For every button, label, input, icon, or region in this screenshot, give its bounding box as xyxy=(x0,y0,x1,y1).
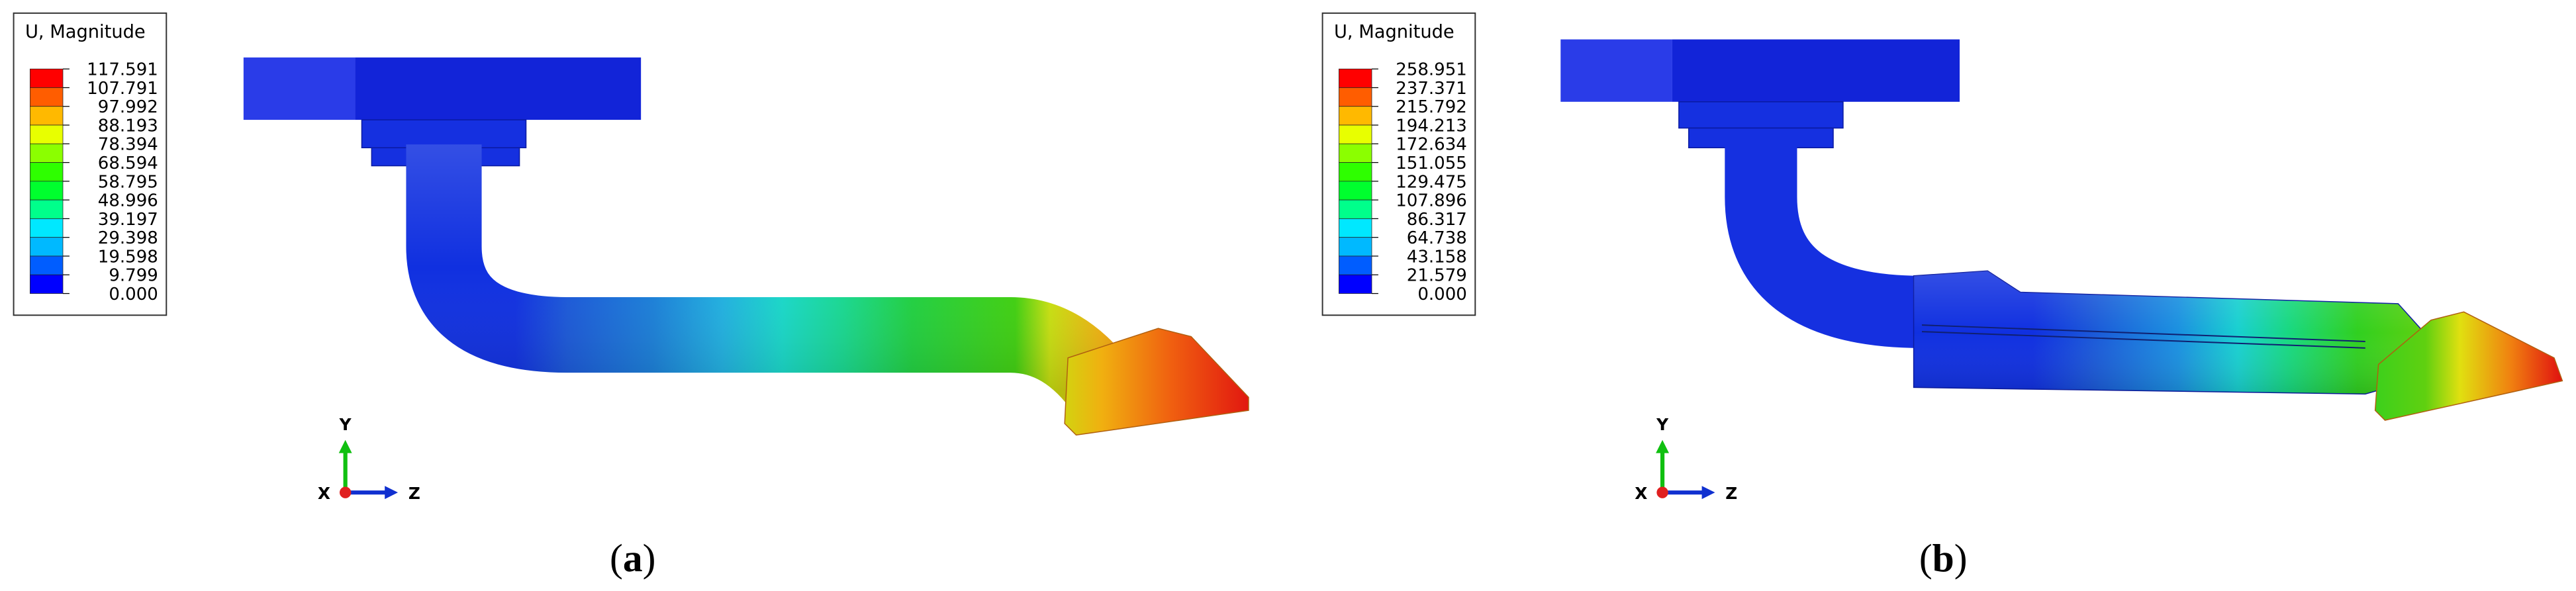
legend-swatch xyxy=(30,255,64,275)
legend-swatch xyxy=(30,218,64,238)
legend-swatch xyxy=(1339,255,1372,275)
legend-swatch xyxy=(30,68,64,88)
plate xyxy=(1560,39,1672,102)
caption-part: b xyxy=(1932,536,1954,580)
arrow-y xyxy=(338,439,352,453)
legend-value: 64.738 xyxy=(1407,228,1467,248)
triad-label: Y xyxy=(339,415,352,434)
legend-value: 215.792 xyxy=(1396,97,1467,117)
legend-value: 86.317 xyxy=(1407,210,1467,230)
legend-value: 68.594 xyxy=(98,154,158,173)
legend-swatch xyxy=(1339,162,1372,182)
legend-value: 0.000 xyxy=(109,285,158,304)
flange xyxy=(361,119,527,148)
legend-swatch xyxy=(30,181,64,201)
legend-value: 48.996 xyxy=(98,191,158,211)
legend-value: 0.000 xyxy=(1417,285,1467,304)
legend-swatch xyxy=(1339,124,1372,144)
caption-part: ) xyxy=(643,536,656,580)
legend-value: 21.579 xyxy=(1407,266,1467,286)
legend-swatch xyxy=(30,162,64,182)
legend-swatch xyxy=(30,124,64,144)
legend-value: 43.158 xyxy=(1407,247,1467,267)
legend-swatch xyxy=(30,106,64,126)
legend-value: 9.799 xyxy=(109,266,158,286)
legend-value: 129.475 xyxy=(1396,172,1467,192)
legend-swatch xyxy=(1339,68,1372,88)
caption-part: ( xyxy=(610,536,623,580)
legend-swatch xyxy=(1339,237,1372,257)
legend-swatch xyxy=(30,237,64,257)
legend-swatch xyxy=(1339,143,1372,163)
seam xyxy=(1921,331,2365,349)
legend-swatch xyxy=(30,274,64,294)
legend-title: U, Magnitude xyxy=(1334,22,1455,42)
model-a xyxy=(243,57,1249,436)
legend-value: 117.591 xyxy=(87,60,158,80)
seam xyxy=(1921,324,2365,342)
legend-value: 237.371 xyxy=(1396,79,1467,99)
plate xyxy=(1672,39,1960,102)
arrow-y xyxy=(1656,439,1669,453)
legend-value: 88.193 xyxy=(98,116,158,136)
legend-value: 29.398 xyxy=(98,228,158,248)
legend-value: 107.896 xyxy=(1396,191,1467,211)
legend-value: 97.992 xyxy=(98,97,158,117)
legend-swatch xyxy=(30,143,64,163)
nozzle xyxy=(1064,328,1249,436)
caption-part: a xyxy=(623,536,643,580)
triad-label: Z xyxy=(408,484,420,503)
arrow-z xyxy=(385,486,399,500)
legend-swatch xyxy=(1339,181,1372,201)
legend-value: 19.598 xyxy=(98,247,158,267)
flange xyxy=(1678,101,1844,129)
pipe-shade xyxy=(406,144,1135,414)
legend-value: 58.795 xyxy=(98,172,158,192)
legend-swatch xyxy=(30,199,64,219)
nozzle xyxy=(2374,311,2563,421)
legend-value: 151.055 xyxy=(1396,154,1467,173)
caption: (b) xyxy=(1919,536,1968,580)
legend-swatch xyxy=(30,87,64,107)
triad-label: X xyxy=(1635,484,1647,503)
triad-label: X xyxy=(318,484,330,503)
legend-swatch xyxy=(1339,199,1372,219)
legend-swatch xyxy=(1339,87,1372,107)
axis-x xyxy=(339,486,352,498)
caption-part: ) xyxy=(1954,536,1968,580)
triad-label: Y xyxy=(1656,415,1669,434)
legend-value: 39.197 xyxy=(98,210,158,230)
legend-value: 172.634 xyxy=(1396,135,1467,155)
legend-value: 194.213 xyxy=(1396,116,1467,136)
legend-title: U, Magnitude xyxy=(25,22,146,42)
arrow-z xyxy=(1701,486,1715,500)
plate xyxy=(243,57,356,120)
legend-value: 107.791 xyxy=(87,79,158,99)
triad-label: Z xyxy=(1725,484,1737,503)
axis-x xyxy=(1656,486,1668,498)
caption-part: ( xyxy=(1919,536,1932,580)
sleeve-shade xyxy=(1913,271,2428,394)
legend-swatch xyxy=(1339,106,1372,126)
legend-value: 258.951 xyxy=(1396,60,1467,80)
legend-swatch xyxy=(1339,218,1372,238)
caption: (a) xyxy=(610,536,655,580)
legend-value: 78.394 xyxy=(98,135,158,155)
legend-swatch xyxy=(1339,274,1372,294)
pipe xyxy=(1725,131,1923,348)
model-b xyxy=(1560,39,2563,421)
plate xyxy=(355,57,642,120)
